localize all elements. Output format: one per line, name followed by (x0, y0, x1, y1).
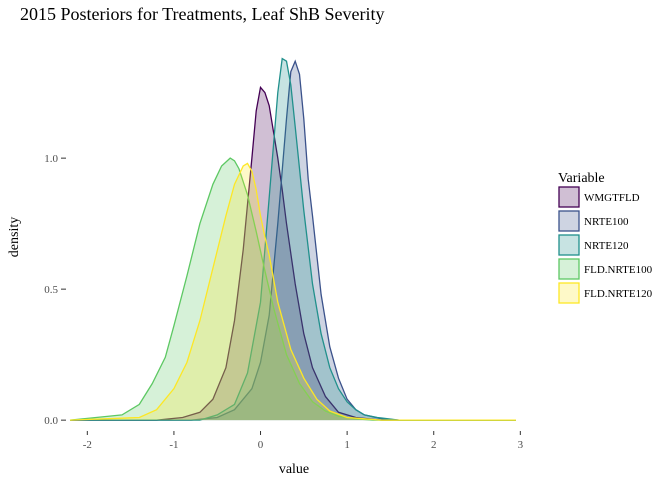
density-fill-nrte100 (70, 61, 516, 421)
legend-swatch-wmgtfld (558, 186, 580, 208)
x-tick-label: 3 (518, 439, 524, 451)
density-fill-fld-nrte100 (70, 158, 516, 421)
legend-label-fld-nrte120: FLD.NRTE120 (584, 288, 653, 300)
x-axis: -2 -1 0 1 2 3 (83, 431, 524, 451)
density-fill-nrte120 (70, 58, 516, 421)
density-line-fld-nrte120 (69, 162, 516, 421)
legend-title: Variable (558, 171, 605, 186)
density-fill-fld-nrte120 (70, 163, 516, 421)
legend-label-nrte120: NRTE120 (584, 240, 629, 252)
y-tick-label: 0.5 (44, 284, 58, 296)
density-line-nrte120 (70, 57, 516, 421)
x-tick-label: 1 (344, 439, 350, 451)
x-tick-label: 0 (258, 439, 264, 451)
chart-title: 2015 Posteriors for Treatments, Leaf ShB… (20, 4, 384, 24)
y-axis: 0.0 0.5 1.0 (44, 153, 66, 427)
legend-swatch-nrte120 (558, 234, 580, 256)
x-tick-label: 2 (431, 439, 437, 451)
density-line-wmgtfld (70, 85, 516, 421)
density-line-fld-nrte100 (69, 157, 516, 421)
legend-label-wmgtfld: WMGTFLD (584, 192, 640, 204)
y-tick-label: 0.0 (44, 415, 58, 427)
legend-label-fld-nrte100: FLD.NRTE100 (584, 264, 653, 276)
legend-swatch-fld-nrte100 (558, 258, 580, 280)
x-tick-label: -1 (169, 439, 178, 451)
x-axis-title: value (279, 462, 309, 477)
density-areas (69, 57, 516, 421)
legend-swatch-nrte100 (558, 210, 580, 232)
x-tick-label: -2 (83, 439, 92, 451)
plot-panel: -2 -1 0 1 2 3 0.0 0.5 1.0 (44, 57, 524, 451)
y-tick-label: 1.0 (44, 153, 58, 165)
legend: Variable WMGTFLD NRTE100 NRTE120 FLD.NRTE10… (558, 171, 653, 304)
y-axis-title: density (7, 217, 22, 257)
legend-swatch-fld-nrte120 (558, 282, 580, 304)
legend-label-nrte100: NRTE100 (584, 216, 629, 228)
